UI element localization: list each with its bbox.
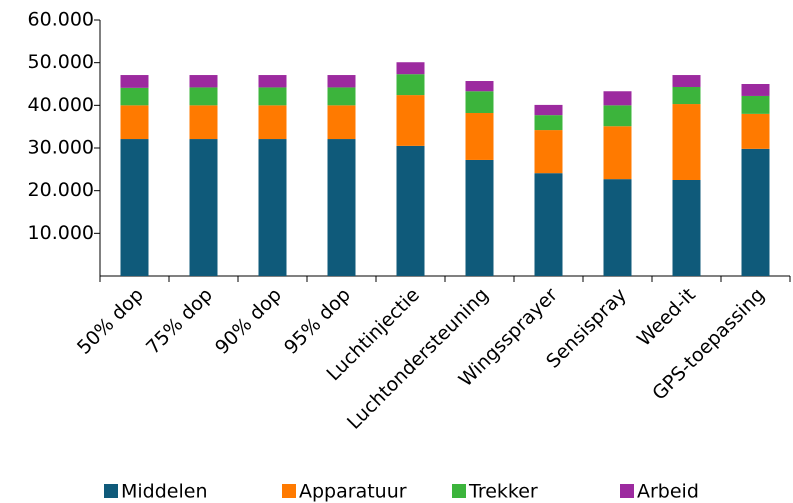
bar-segment <box>258 75 287 88</box>
bar-segment <box>396 62 425 75</box>
bar-segment <box>603 91 632 106</box>
y-tick-label: 60.000 <box>28 9 94 31</box>
bar-segment <box>603 179 632 276</box>
bar-segment <box>534 115 563 131</box>
legend-swatch <box>104 484 118 498</box>
legend-label: Middelen <box>121 481 208 503</box>
legend-swatch <box>620 484 634 498</box>
bar-segment <box>672 75 701 87</box>
bar-segment <box>741 84 770 96</box>
bar-segment <box>396 74 425 96</box>
bar-segment <box>189 75 218 88</box>
legend-label: Arbeid <box>637 481 699 503</box>
bar-segment <box>741 148 770 276</box>
bar-segment <box>258 105 287 140</box>
bar-segment <box>672 180 701 276</box>
bar-segment <box>603 126 632 180</box>
legend-label: Trekker <box>468 481 538 503</box>
bar-segment <box>741 113 770 149</box>
legend-swatch <box>282 484 296 498</box>
bar-segment <box>189 87 218 106</box>
x-tick-label: 50% dop <box>73 284 148 359</box>
x-tick-label: 90% dop <box>211 284 286 359</box>
bar-segment <box>327 75 356 88</box>
bar-segment <box>327 87 356 106</box>
bar-segment <box>465 81 494 92</box>
bar-segment <box>120 105 149 140</box>
bar-segment <box>672 86 701 105</box>
bar-segment <box>120 87 149 106</box>
y-tick-label: 50.000 <box>28 51 94 73</box>
y-tick-label: 10.000 <box>28 222 94 244</box>
bar-segment <box>327 105 356 140</box>
bar-segment <box>258 139 287 276</box>
x-tick-label: 75% dop <box>142 284 217 359</box>
bar-segment <box>465 159 494 276</box>
bar-segment <box>465 91 494 114</box>
bar-segment <box>396 95 425 146</box>
legend-swatch <box>452 484 466 498</box>
x-tick-label: Weed-it <box>633 284 700 351</box>
bar-segment <box>396 145 425 276</box>
legend-label: Apparatuur <box>299 481 407 503</box>
bar-segment <box>534 173 563 276</box>
bar-segment <box>534 130 563 174</box>
bar-segment <box>258 87 287 106</box>
bar-segment <box>741 95 770 114</box>
y-tick-label: 40.000 <box>28 94 94 116</box>
bar-segment <box>534 104 563 116</box>
y-tick-label: 20.000 <box>28 179 94 201</box>
bar-segment <box>120 139 149 276</box>
bar-segment <box>603 105 632 127</box>
bar-segment <box>189 139 218 276</box>
bar-segment <box>465 113 494 160</box>
bar-segment <box>327 139 356 276</box>
bar-segment <box>189 105 218 140</box>
bar-segment <box>120 75 149 88</box>
y-tick-label: 30.000 <box>28 137 94 159</box>
bar-segment <box>672 104 701 180</box>
